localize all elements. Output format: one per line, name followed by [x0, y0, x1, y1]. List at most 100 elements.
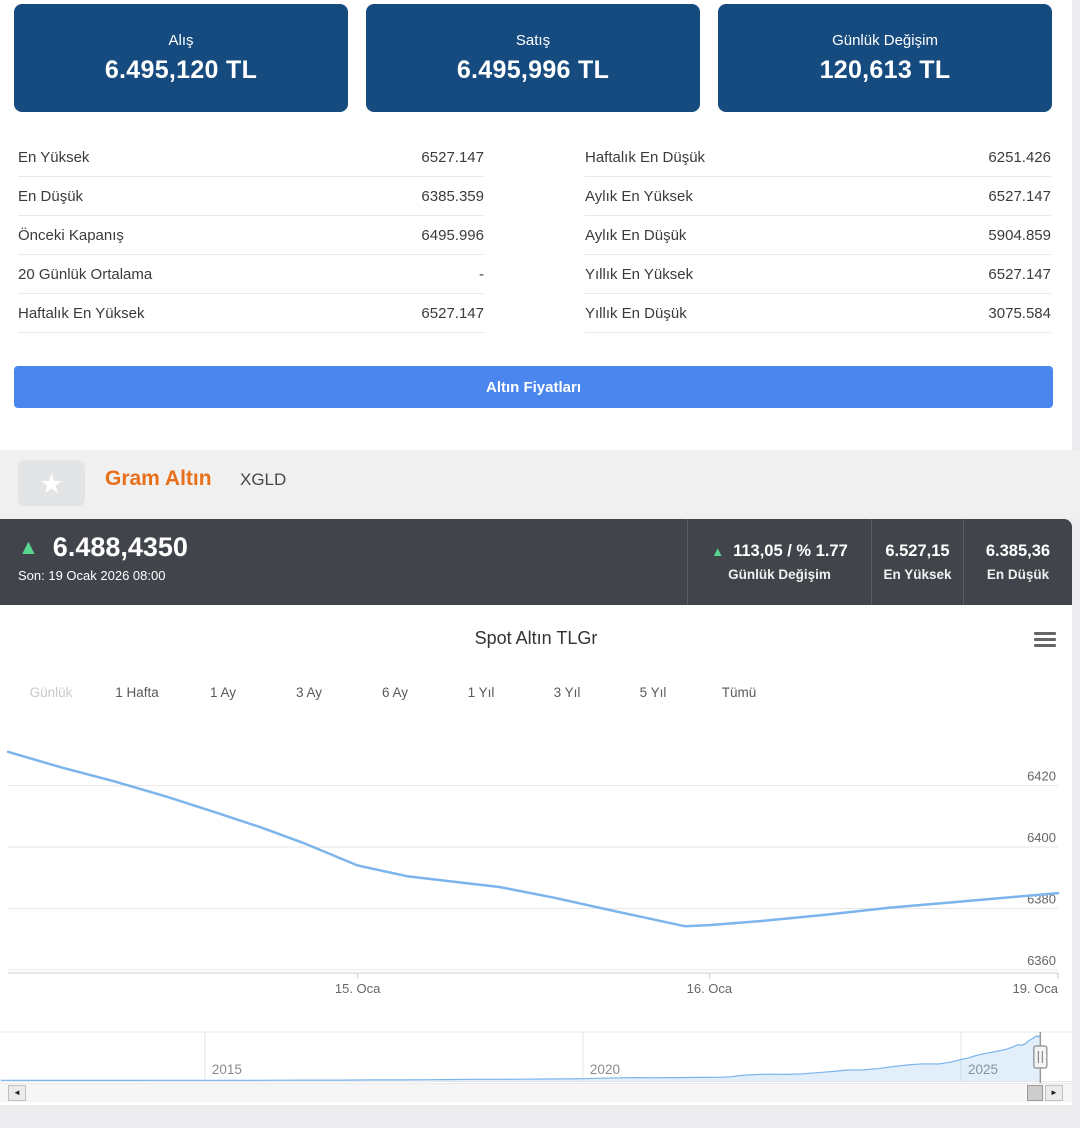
stat-label: En Yüksek	[18, 148, 90, 166]
summary-card-label: Alış	[168, 31, 194, 49]
navigator-area	[0, 1035, 1041, 1081]
y-axis-label: 6360	[1027, 953, 1056, 968]
favorite-button[interactable]: ★	[18, 460, 85, 506]
altin-fiyatlari-button[interactable]: Altın Fiyatları	[14, 366, 1053, 408]
stat-value: 6527.147	[421, 304, 484, 322]
ticker-stats: ▲ 113,05 / % 1.77 Günlük Değişim 6.527,15 En…	[687, 519, 1072, 605]
navigator-line	[0, 1034, 1041, 1081]
stat-row: Haftalık En Yüksek 6527.147	[18, 294, 484, 333]
stat-value: 3075.584	[988, 304, 1051, 322]
range-tab-tümü[interactable]: Tümü	[721, 685, 757, 700]
summary-card-value: 6.495,996 TL	[456, 55, 610, 84]
navigator-year-label: 2025	[968, 1062, 998, 1077]
navigator-year-label: 2015	[212, 1062, 242, 1077]
ticker-cell-number: 113,05 / % 1.77	[733, 542, 848, 560]
scrollbar-left-arrow[interactable]: ◄	[8, 1085, 26, 1101]
last-update: Son: 19 Ocak 2026 08:00	[18, 568, 166, 583]
ticker-bar: ▲ 6.488,4350 Son: 19 Ocak 2026 08:00 ▲ 11…	[0, 519, 1072, 605]
instrument-header: ★ Gram Altın XGLD	[0, 450, 1080, 519]
ticker-cell-label: En Düşük	[986, 567, 1050, 582]
x-axis-label: 16. Oca	[687, 981, 733, 996]
ticker-cell-label: Günlük Değişim	[728, 567, 831, 582]
stat-label: Yıllık En Yüksek	[585, 265, 694, 283]
ticker-cell-number: 6.527,15	[885, 542, 950, 560]
last-price: 6.488,4350	[52, 532, 188, 562]
stat-value: -	[479, 265, 484, 283]
stat-value: 6527.147	[421, 148, 484, 166]
price-line	[6, 750, 1060, 928]
instrument-name[interactable]: Gram Altın	[105, 467, 212, 490]
stat-row: Önceki Kapanış 6495.996	[18, 216, 484, 255]
chart-section: Spot Altın TLGr Günlük 1 Hafta 1 Ay 3 Ay 6 A…	[0, 605, 1072, 1105]
stat-value: 5904.859	[988, 226, 1051, 244]
navigator-year-label: 2020	[590, 1062, 620, 1077]
x-axis-label: 15. Oca	[335, 981, 381, 996]
stat-row: Aylık En Düşük 5904.859	[585, 216, 1051, 255]
summary-card-label: Satış	[515, 31, 551, 49]
ticker-cell-value: ▲ 113,05 / % 1.77	[711, 542, 848, 561]
range-tab-3-ay[interactable]: 3 Ay	[295, 685, 323, 700]
range-tab-5-yıl[interactable]: 5 Yıl	[639, 685, 667, 700]
stat-row: 20 Günlük Ortalama -	[18, 255, 484, 294]
stat-value: 6385.359	[421, 187, 484, 205]
summary-card: Alış 6.495,120 TL	[14, 4, 348, 112]
scrollbar-thumb[interactable]	[1027, 1085, 1043, 1101]
stat-label: Haftalık En Yüksek	[18, 304, 145, 322]
stat-label: Yıllık En Düşük	[585, 304, 687, 322]
stat-label: 20 Günlük Ortalama	[18, 265, 153, 283]
stat-row: Aylık En Yüksek 6527.147	[585, 177, 1051, 216]
ticker-cell-label: En Yüksek	[883, 567, 952, 582]
up-arrow-icon: ▲	[711, 544, 725, 559]
stat-value: 6251.426	[988, 148, 1051, 166]
stat-value: 6495.996	[421, 226, 484, 244]
stat-label: Haftalık En Düşük	[585, 148, 706, 166]
instrument-code: XGLD	[240, 470, 287, 489]
stat-row: Yıllık En Düşük 3075.584	[585, 294, 1051, 333]
navigator: 2015 2020 2025	[0, 1031, 1072, 1082]
stat-value: 6527.147	[988, 187, 1051, 205]
range-tab-6-ay[interactable]: 6 Ay	[381, 685, 409, 700]
price-cards: Alış 6.495,120 TL Satış 6.495,996 TL Günlük …	[14, 4, 1052, 112]
summary-card: Günlük Değişim 120,613 TL	[718, 4, 1052, 112]
stats-table-right: Haftalık En Düşük 6251.426 Aylık En Yüksek…	[585, 138, 1051, 333]
stat-label: Önceki Kapanış	[18, 226, 124, 244]
ticker-cell-number: 6.385,36	[985, 542, 1051, 560]
star-icon: ★	[39, 469, 64, 499]
ticker-cell: ▲ 113,05 / % 1.77 Günlük Değişim	[687, 519, 871, 605]
up-arrow-icon: ▲	[18, 536, 39, 559]
stat-row: En Yüksek 6527.147	[18, 138, 484, 177]
navigator-handle[interactable]	[1033, 1032, 1048, 1083]
range-tab-1-ay[interactable]: 1 Ay	[209, 685, 237, 700]
scrollbar-right-arrow[interactable]: ►	[1045, 1085, 1063, 1101]
range-selector: Günlük 1 Hafta 1 Ay 3 Ay 6 Ay 1 Yıl 3 Yıl 5 Yıl…	[20, 685, 794, 700]
range-tab-1-hafta[interactable]: 1 Hafta	[115, 685, 159, 700]
summary-card-value: 6.495,120 TL	[104, 55, 258, 84]
stats-table-left: En Yüksek 6527.147 En Düşük 6385.359 Önceki …	[18, 138, 484, 333]
x-axis-label: 19. Oca	[1012, 981, 1058, 996]
stat-row: Haftalık En Düşük 6251.426	[585, 138, 1051, 177]
stat-row: Yıllık En Yüksek 6527.147	[585, 255, 1051, 294]
range-tab-1-yıl[interactable]: 1 Yıl	[467, 685, 495, 700]
summary-card-value: 120,613 TL	[819, 55, 951, 84]
last-price-block: ▲ 6.488,4350 Son: 19 Ocak 2026 08:00	[18, 532, 188, 583]
chart-title: Spot Altın TLGr	[474, 628, 598, 648]
chart-scrollbar: ◄ ►	[0, 1083, 1072, 1102]
ticker-cell: 6.385,36 En Düşük	[963, 519, 1072, 605]
stat-label: En Düşük	[18, 187, 84, 205]
range-tab-3-yıl[interactable]: 3 Yıl	[553, 685, 581, 700]
y-axis-label: 6400	[1027, 830, 1056, 845]
ticker-cell: 6.527,15 En Yüksek	[871, 519, 963, 605]
ticker-cell-value: 6.385,36	[986, 542, 1050, 561]
summary-card-label: Günlük Değişim	[832, 31, 938, 49]
stat-row: En Düşük 6385.359	[18, 177, 484, 216]
stat-value: 6527.147	[988, 265, 1051, 283]
hamburger-menu-icon[interactable]	[1034, 632, 1056, 650]
y-axis-label: 6420	[1027, 769, 1056, 784]
summary-card: Satış 6.495,996 TL	[366, 4, 700, 112]
stat-label: Aylık En Düşük	[585, 226, 687, 244]
range-tab-günlük[interactable]: Günlük	[29, 685, 73, 700]
stat-label: Aylık En Yüksek	[585, 187, 693, 205]
